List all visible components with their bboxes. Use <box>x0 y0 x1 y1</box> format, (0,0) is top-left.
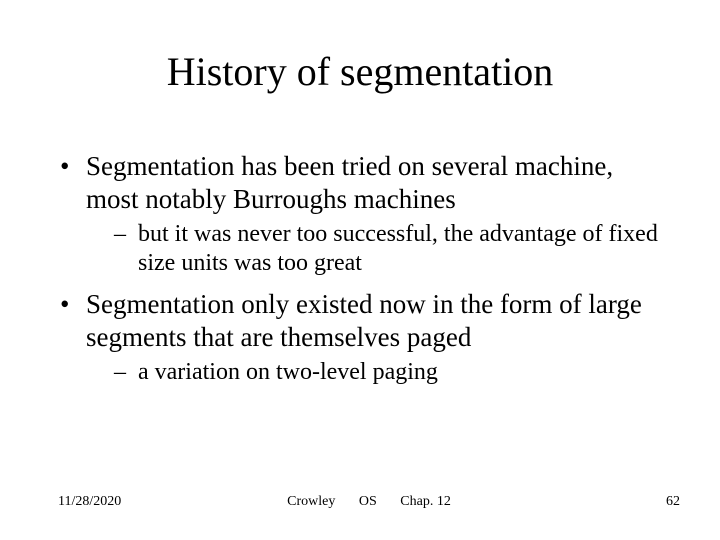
bullet-text: Segmentation only existed now in the for… <box>86 289 642 352</box>
sub-bullet-list: but it was never too successful, the adv… <box>86 220 670 279</box>
footer-course: OS <box>359 494 377 509</box>
slide-title: History of segmentation <box>0 48 720 95</box>
bullet-list: Segmentation has been tried on several m… <box>58 150 670 388</box>
slide: History of segmentation Segmentation has… <box>0 0 720 540</box>
sub-bullet-list: a variation on two-level paging <box>86 358 670 387</box>
footer-page: 62 <box>666 494 680 510</box>
footer-author: Crowley <box>287 494 335 509</box>
sub-bullet-text: a variation on two-level paging <box>138 359 438 385</box>
slide-body: Segmentation has been tried on several m… <box>58 150 670 398</box>
footer-chapter: Chap. 12 <box>400 494 451 509</box>
sub-bullet-item: a variation on two-level paging <box>86 358 670 387</box>
bullet-item: Segmentation has been tried on several m… <box>58 150 670 278</box>
sub-bullet-text: but it was never too successful, the adv… <box>138 221 658 276</box>
sub-bullet-item: but it was never too successful, the adv… <box>86 220 670 279</box>
footer-center: Crowley OS Chap. 12 <box>58 494 680 510</box>
bullet-item: Segmentation only existed now in the for… <box>58 288 670 387</box>
bullet-text: Segmentation has been tried on several m… <box>86 151 613 214</box>
